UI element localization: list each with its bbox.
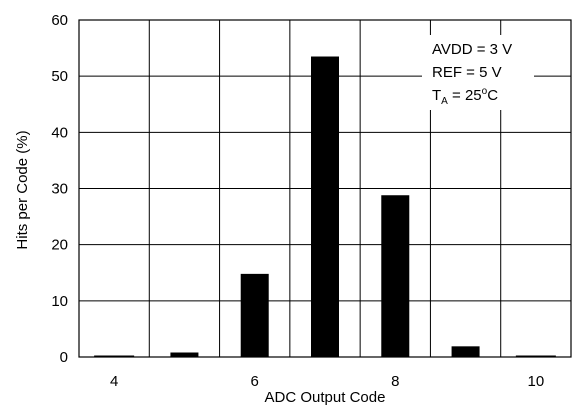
annotation-temp-equals: = 25 — [448, 87, 482, 104]
annotation-temp-degree: o — [482, 86, 488, 97]
bar — [451, 346, 480, 357]
annotation-temperature: TA = 25oC — [432, 86, 498, 107]
annotation-background — [422, 35, 534, 110]
y-tick-labels: 0 10 20 30 40 50 60 — [51, 12, 68, 366]
annotation-temp-symbol: T — [432, 87, 441, 104]
bar — [170, 352, 199, 357]
y-tick-label: 20 — [51, 237, 68, 254]
y-tick-label: 50 — [51, 68, 68, 85]
y-tick-label: 10 — [51, 293, 68, 310]
annotation-ref: REF = 5 V — [432, 64, 502, 81]
x-tick-label: 8 — [391, 373, 399, 390]
y-tick-label: 40 — [51, 124, 68, 141]
x-tick-label: 4 — [110, 373, 118, 390]
plot-frame — [78, 19, 572, 358]
annotation-temp-subscript: A — [441, 96, 448, 107]
annotation-temp-unit: C — [487, 87, 498, 104]
annotation-box: AVDD = 3 V REF = 5 V TA = 25oC — [422, 35, 534, 110]
y-tick-label: 60 — [51, 12, 68, 29]
y-tick-label: 0 — [60, 349, 68, 366]
bar — [311, 56, 339, 358]
x-axis-label: ADC Output Code — [265, 389, 386, 406]
annotation-avdd: AVDD = 3 V — [432, 41, 512, 58]
bar — [240, 273, 269, 357]
x-tick-label: 6 — [251, 373, 259, 390]
bar — [381, 195, 410, 357]
y-tick-label: 30 — [51, 181, 68, 198]
x-tick-label: 10 — [528, 373, 545, 390]
y-axis-label: Hits per Code (%) — [14, 130, 31, 249]
x-tick-labels: 4 6 8 10 — [110, 373, 544, 390]
